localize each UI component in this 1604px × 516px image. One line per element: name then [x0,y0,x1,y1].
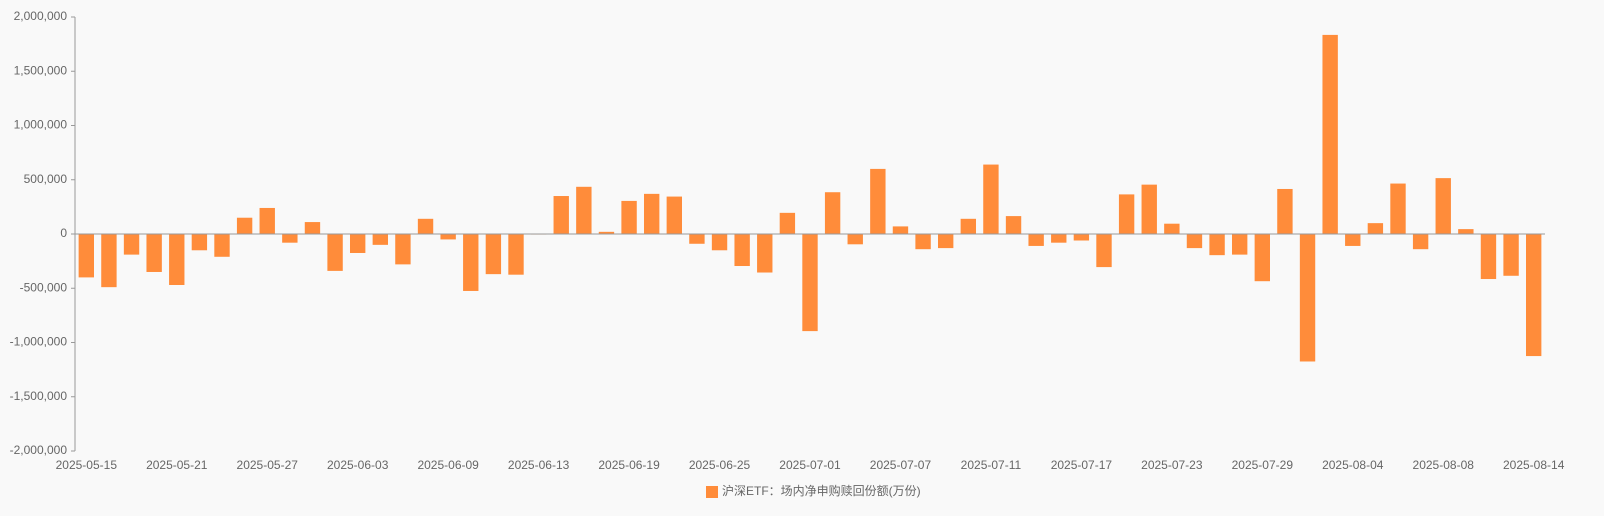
bar [1435,178,1451,234]
x-tick-label: 2025-05-15 [56,458,118,472]
x-tick-label: 2025-07-11 [961,458,1022,472]
bar [372,234,388,245]
y-tick-label: -1,000,000 [10,335,68,349]
y-tick-label: 0 [60,226,67,240]
bar [395,234,411,265]
x-tick-label: 2025-06-25 [689,458,751,472]
x-tick-label: 2025-07-01 [779,458,841,472]
bar [1096,234,1112,268]
bar [847,234,863,245]
bar [802,234,818,332]
x-tick-label: 2025-06-09 [417,458,479,472]
bar [463,234,479,291]
bar [1186,234,1203,249]
bar [327,234,343,271]
bar [1412,234,1429,250]
bar [440,234,456,240]
x-tick-label: 2025-06-19 [598,458,660,472]
bar [779,212,796,234]
bar [1254,234,1270,282]
bar [938,234,954,249]
x-tick-label: 2025-05-27 [237,458,299,472]
bar [485,234,502,275]
bar [1164,223,1180,234]
legend-swatch [706,486,718,498]
bar [1141,184,1157,234]
bar [621,200,637,234]
y-tick-label: 1,500,000 [14,63,68,77]
bar [892,226,909,234]
bar [644,193,660,234]
bar [1322,34,1338,235]
bar [417,218,434,234]
y-tick-label: 1,000,000 [14,118,68,132]
bar [1051,234,1067,243]
bar [1480,234,1497,280]
x-tick-label: 2025-08-08 [1413,458,1475,472]
bar [78,234,94,278]
bar [1277,188,1293,234]
x-tick-label: 2025-07-23 [1141,458,1203,472]
bar [236,217,253,234]
x-tick-label: 2025-07-17 [1051,458,1113,472]
bar [101,234,117,288]
x-tick-label: 2025-08-04 [1322,458,1384,472]
bar [282,234,298,243]
x-tick-label: 2025-06-13 [508,458,570,472]
x-tick-label: 2025-07-29 [1232,458,1294,472]
x-tick-label: 2025-05-21 [146,458,208,472]
bar [1367,223,1384,234]
x-tick-label: 2025-06-03 [327,458,389,472]
bar [1232,234,1248,255]
y-tick-label: -2,000,000 [10,443,68,457]
y-tick-label: -500,000 [20,280,68,294]
bar [191,234,208,251]
x-tick-label: 2025-07-07 [870,458,932,472]
y-tick-label: 500,000 [24,172,68,186]
bar [711,234,728,251]
bar [553,196,569,234]
y-tick-label: -1,500,000 [10,389,68,403]
bar [259,207,275,234]
bar [1299,234,1316,362]
bar [508,234,524,275]
bar [870,168,886,234]
bar [598,231,615,234]
bar [123,234,140,255]
bar [1526,234,1542,357]
bar [734,234,750,267]
bar [214,234,230,257]
bar [1073,234,1090,241]
x-tick-label: 2025-08-14 [1503,458,1565,472]
bar [1209,234,1225,256]
bar [1005,216,1022,234]
y-tick-label: 2,000,000 [14,9,68,23]
bar [757,234,773,273]
bar [304,222,321,234]
bar [1345,234,1361,246]
legend-label: 沪深ETF：场内净申购赎回份额(万份) [722,483,921,498]
bar [169,234,185,285]
bar [689,234,705,244]
bar [983,164,999,234]
bar [1028,234,1044,246]
bar [960,218,976,234]
bar [350,234,366,253]
bar [666,196,682,234]
bar [1118,194,1135,234]
bar [576,186,592,234]
bar [1390,183,1406,234]
bar [1503,234,1519,276]
bar [915,234,931,250]
bar [146,234,162,272]
bar [824,192,841,234]
bar [1458,229,1474,234]
